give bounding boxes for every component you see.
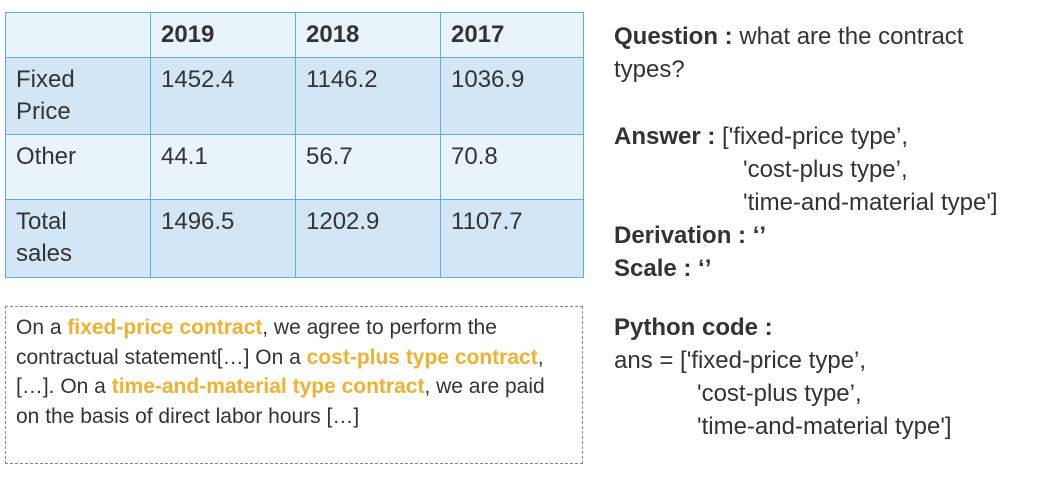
qa-panel: Question : what are the contract types? …: [614, 20, 1039, 443]
context-text: On a: [16, 316, 68, 339]
header-cell-empty: [5, 12, 151, 58]
row-label-cell: Fixed Price: [5, 57, 151, 135]
table-row: Other 44.1 56.7 70.8: [5, 134, 584, 200]
value-cell: 1452.4: [150, 57, 296, 135]
header-cell-2019: 2019: [150, 12, 296, 58]
row-label-cell: Other: [5, 134, 151, 200]
table-row: Total sales 1496.5 1202.9 1107.7: [5, 199, 584, 278]
value-cell: 1496.5: [150, 199, 296, 278]
row-label-cell: Total sales: [5, 199, 151, 278]
answer-text: ['fixed-price type’,: [715, 123, 909, 150]
row-label-line: Total: [16, 208, 67, 235]
derivation-label: Derivation :: [614, 222, 747, 249]
financial-table: 2019 2018 2017 Fixed Price 1452.4 1146.2…: [5, 12, 584, 278]
table-header-row: 2019 2018 2017: [5, 12, 584, 58]
value-cell: 1202.9: [295, 199, 441, 278]
row-label-line: sales: [16, 240, 73, 267]
scale-value: ‘’: [691, 255, 712, 282]
code-line: ans = ['fixed-price type’,: [614, 347, 867, 374]
scale-label: Scale :: [614, 255, 692, 282]
header-cell-2018: 2018: [295, 12, 441, 58]
question-line: Question : what are the contract: [614, 20, 1039, 53]
value-cell: 1146.2: [295, 57, 441, 135]
derivation-line: Derivation : ‘’: [614, 219, 1039, 252]
answer-text-cont: 'time-and-material type']: [743, 189, 998, 216]
highlight-time-and-material: time-and-material type contract: [111, 375, 425, 398]
python-code-label: Python code :: [614, 314, 773, 341]
context-text: , we agree to perform the contractual st…: [16, 316, 497, 369]
header-cell-2017: 2017: [440, 12, 584, 58]
value-cell: 56.7: [295, 134, 441, 200]
context-text: , we are paid on the basis of direct lab…: [16, 375, 545, 428]
answer-label: Answer :: [614, 123, 716, 150]
highlight-cost-plus: cost-plus type contract: [306, 345, 538, 369]
context-passage: On a fixed-price contract, we agree to p…: [5, 306, 583, 464]
answer-text-cont: 'cost-plus type’,: [743, 156, 908, 183]
context-text: , […]. On a: [16, 345, 544, 399]
highlight-fixed-price: fixed-price contract: [67, 316, 263, 339]
row-label-line: Other: [16, 143, 77, 170]
question-text: what are the contract: [732, 23, 964, 50]
scale-line: Scale : ‘’: [614, 252, 1039, 285]
value-cell: 1036.9: [440, 57, 584, 135]
question-label: Question :: [614, 23, 733, 50]
question-text-cont: types?: [614, 56, 685, 83]
value-cell: 70.8: [440, 134, 584, 200]
row-label-line: Price: [16, 98, 71, 125]
code-line: 'time-and-material type']: [697, 413, 952, 440]
value-cell: 44.1: [150, 134, 296, 200]
answer-line: Answer : ['fixed-price type’,: [614, 120, 1039, 153]
table-row: Fixed Price 1452.4 1146.2 1036.9: [5, 57, 584, 135]
row-label-line: Fixed: [16, 66, 75, 93]
value-cell: 1107.7: [440, 199, 584, 278]
derivation-value: ‘’: [746, 222, 767, 249]
code-line: 'cost-plus type’,: [697, 380, 862, 407]
